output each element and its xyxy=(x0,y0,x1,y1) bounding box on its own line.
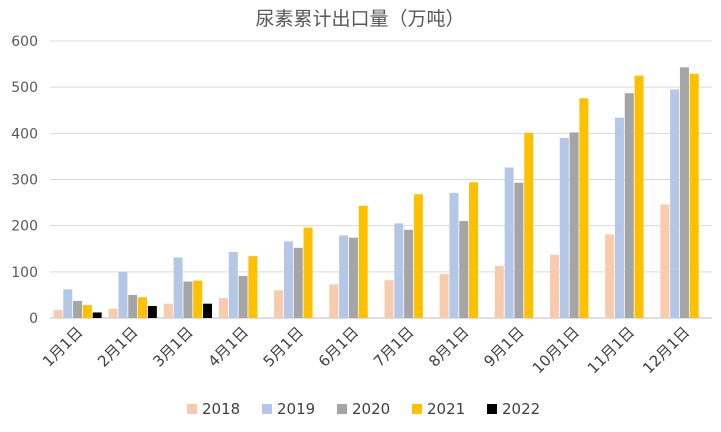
bar-2021-1 xyxy=(138,297,148,318)
y-tick-label: 200 xyxy=(11,219,38,235)
bar-2020-5 xyxy=(348,237,358,318)
bar-2019-11 xyxy=(670,89,680,318)
bar-2021-6 xyxy=(413,194,423,318)
bar-2018-11 xyxy=(660,204,670,318)
bar-2019-1 xyxy=(118,271,128,318)
y-axis-tick-labels: 0 100 200 300 400 500 600 xyxy=(11,34,38,327)
bar-2018-9 xyxy=(549,254,559,318)
x-tick-label: 6月1日 xyxy=(315,323,362,370)
y-tick-label: 300 xyxy=(11,173,38,189)
x-tick-label: 5月1日 xyxy=(260,323,307,370)
bar-2018-1 xyxy=(108,308,118,318)
bar-2021-8 xyxy=(524,132,534,318)
x-tick-label: 1月1日 xyxy=(39,323,86,370)
bar-2020-8 xyxy=(514,182,524,318)
bar-2021-2 xyxy=(193,280,203,318)
bar-2021-9 xyxy=(579,98,589,318)
legend-swatch-2021 xyxy=(412,404,422,414)
bar-2019-0 xyxy=(63,289,73,318)
bar-2020-3 xyxy=(238,275,248,318)
x-tick-label: 12月1日 xyxy=(639,323,693,377)
bar-2021-3 xyxy=(248,256,258,318)
x-tick-label: 9月1日 xyxy=(480,323,527,370)
y-tick-label: 0 xyxy=(29,311,38,327)
bar-2019-2 xyxy=(173,257,183,318)
bar-2019-6 xyxy=(394,223,404,318)
bar-2021-4 xyxy=(303,227,313,318)
x-tick-label: 8月1日 xyxy=(425,323,472,370)
bar-2019-10 xyxy=(614,117,624,318)
y-tick-label: 100 xyxy=(11,265,38,281)
x-tick-label: 2月1日 xyxy=(94,323,141,370)
y-tick-label: 500 xyxy=(11,80,38,96)
bar-2020-11 xyxy=(679,67,689,318)
gridlines xyxy=(50,40,712,319)
bar-2018-0 xyxy=(53,310,63,318)
bars xyxy=(53,67,699,319)
legend-swatch-2022 xyxy=(487,404,497,414)
bar-2019-7 xyxy=(449,192,459,318)
bar-2018-4 xyxy=(274,290,284,318)
bar-2019-9 xyxy=(559,137,569,318)
bar-2020-9 xyxy=(569,132,579,318)
bar-2018-10 xyxy=(605,234,615,318)
bar-2020-1 xyxy=(128,294,138,318)
chart-title: 尿素累计出口量（万吨） xyxy=(255,8,464,30)
bar-2018-8 xyxy=(494,265,504,318)
legend-label-2020: 2020 xyxy=(352,400,390,418)
bar-2018-5 xyxy=(329,284,339,318)
bar-2021-5 xyxy=(358,205,368,318)
legend-label-2021: 2021 xyxy=(427,400,465,418)
legend-swatch-2018 xyxy=(187,404,197,414)
bar-2021-7 xyxy=(469,182,479,318)
bar-2020-7 xyxy=(459,221,469,318)
x-tick-label: 7月1日 xyxy=(370,323,417,370)
bar-2022-2 xyxy=(203,303,213,318)
x-tick-label: 10月1日 xyxy=(529,323,583,377)
bar-2018-7 xyxy=(439,274,449,318)
bar-2019-4 xyxy=(283,241,293,318)
y-tick-label: 400 xyxy=(11,126,38,142)
bar-2022-0 xyxy=(92,312,102,318)
bar-2021-11 xyxy=(689,73,699,318)
bar-2019-3 xyxy=(228,251,238,318)
y-tick-label: 600 xyxy=(11,34,38,50)
bar-2021-0 xyxy=(82,305,92,318)
bar-2022-1 xyxy=(147,306,157,318)
bar-2018-6 xyxy=(384,280,394,318)
bar-2019-5 xyxy=(339,235,349,318)
legend-label-2022: 2022 xyxy=(502,400,540,418)
bar-2020-0 xyxy=(73,300,83,318)
legend-label-2019: 2019 xyxy=(277,400,315,418)
bar-2019-8 xyxy=(504,167,514,318)
legend-swatch-2019 xyxy=(262,404,272,414)
legend-label-2018: 2018 xyxy=(202,400,240,418)
bar-2020-4 xyxy=(293,247,303,318)
x-axis-tick-labels: 1月1日 2月1日 3月1日 4月1日 5月1日 6月1日 7月1日 8月1日 9月1日 10月1… xyxy=(39,323,693,377)
bar-2020-10 xyxy=(624,93,634,318)
bar-2021-10 xyxy=(634,75,644,319)
bar-2018-3 xyxy=(218,298,228,318)
bar-2020-6 xyxy=(404,229,414,318)
x-tick-label: 11月1日 xyxy=(584,323,638,377)
x-tick-label: 3月1日 xyxy=(149,323,196,370)
legend: 2018 2019 2020 2021 2022 xyxy=(187,400,540,418)
bar-2018-2 xyxy=(163,303,173,318)
bar-2020-2 xyxy=(183,281,193,318)
legend-swatch-2020 xyxy=(337,404,347,414)
x-tick-label: 4月1日 xyxy=(204,323,251,370)
